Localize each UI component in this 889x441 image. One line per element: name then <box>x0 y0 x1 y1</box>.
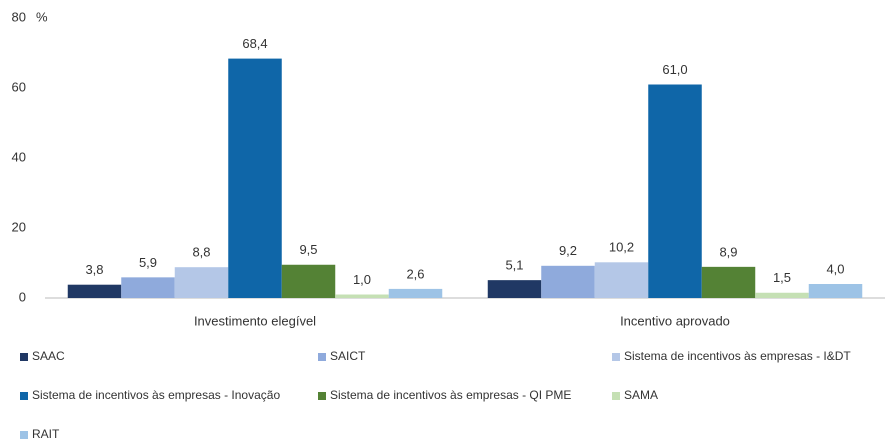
value-label: 5,9 <box>139 255 157 270</box>
value-label: 61,0 <box>662 62 687 77</box>
bar <box>67 284 122 298</box>
x-tick-label: Investimento elegível <box>194 313 316 328</box>
legend-swatch <box>612 392 620 400</box>
legend-swatch <box>318 353 326 361</box>
legend-label: RAIT <box>32 427 60 441</box>
value-label: 10,2 <box>609 240 634 255</box>
bar <box>121 277 175 298</box>
y-unit: % <box>36 9 48 24</box>
y-tick-label: 0 <box>19 289 26 304</box>
x-tick-label: Incentivo aprovado <box>620 313 730 328</box>
value-label: 8,8 <box>192 245 210 260</box>
bar <box>281 264 336 298</box>
legend-swatch <box>318 392 326 400</box>
bar <box>701 266 756 298</box>
bar <box>228 58 282 298</box>
y-tick-label: 20 <box>12 219 26 234</box>
legend-label: Sistema de incentivos às empresas - QI P… <box>330 388 571 402</box>
bar <box>174 267 229 298</box>
value-label: 1,5 <box>773 270 791 285</box>
legend-label: Sistema de incentivos às empresas - Inov… <box>32 388 280 402</box>
legend-swatch <box>20 431 28 439</box>
value-label: 68,4 <box>242 36 267 51</box>
y-tick-label: 40 <box>12 149 26 164</box>
bar <box>808 284 863 298</box>
y-tick-label: 60 <box>12 79 26 94</box>
legend-swatch <box>20 392 28 400</box>
bar <box>541 265 595 298</box>
value-label: 3,8 <box>85 262 103 277</box>
bar <box>594 262 649 298</box>
legend-label: SAAC <box>32 349 65 363</box>
value-label: 2,6 <box>406 266 424 281</box>
legend-label: SAMA <box>624 388 658 402</box>
bar <box>487 280 542 298</box>
value-label: 9,5 <box>299 242 317 257</box>
bar <box>388 288 443 298</box>
bar <box>648 84 702 298</box>
value-label: 8,9 <box>719 244 737 259</box>
value-label: 1,0 <box>353 272 371 287</box>
legend-swatch <box>612 353 620 361</box>
value-label: 4,0 <box>826 261 844 276</box>
legend-label: Sistema de incentivos às empresas - I&DT <box>624 349 851 363</box>
value-label: 5,1 <box>505 258 523 273</box>
legend-label: SAICT <box>330 349 366 363</box>
y-tick-label: 80 <box>12 9 26 24</box>
value-label: 9,2 <box>559 243 577 258</box>
bar <box>335 294 389 298</box>
legend-swatch <box>20 353 28 361</box>
bar <box>755 292 809 298</box>
